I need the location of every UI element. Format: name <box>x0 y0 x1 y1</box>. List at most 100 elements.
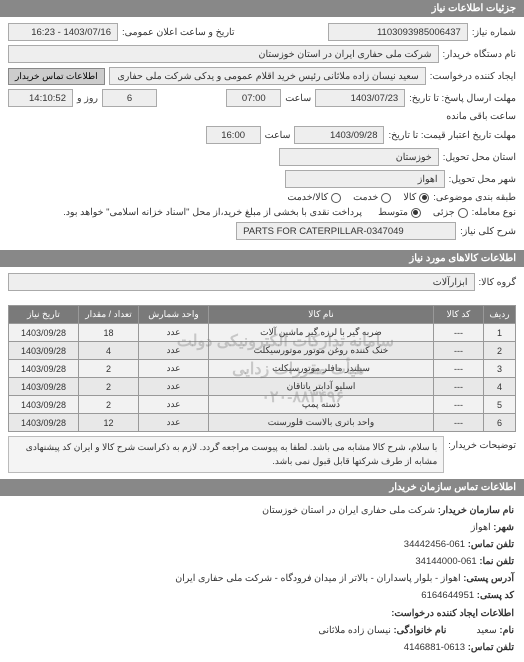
contact-info-block: نام سازمان خریدار: شرکت ملی حفاری ایران … <box>0 496 524 662</box>
days-remaining-label: روز و <box>77 93 98 104</box>
delivery-city-field: اهواز <box>285 170 445 188</box>
validity-date-field: 1403/09/28 <box>294 126 384 144</box>
tx-type-option-0[interactable]: جزئی <box>433 207 468 218</box>
postal-value: 6164644951 <box>421 590 474 601</box>
goods-section-header: اطلاعات کالاهای مورد نیاز <box>0 250 524 267</box>
fax-value: 061-34144000 <box>415 556 476 567</box>
radio-label: متوسط <box>378 207 408 218</box>
address-label: آدرس پستی: <box>463 573 514 584</box>
table-cell: 18 <box>79 324 139 342</box>
radio-icon <box>381 193 391 203</box>
need-number-label: شماره نیاز: <box>472 27 516 38</box>
postal-label: کد پستی: <box>477 590 514 601</box>
packaging-option-1[interactable]: خدمت <box>353 192 391 203</box>
table-cell: 4 <box>79 342 139 360</box>
radio-icon <box>458 208 468 218</box>
table-cell: --- <box>434 378 484 396</box>
goods-table-wrap: سامانه تدارکات الکترونیکی دولت هیأت مقرر… <box>0 305 524 432</box>
creator-header: اطلاعات ایجاد کننده درخواست: <box>391 608 514 619</box>
tx-type-radio-group: جزئی متوسط <box>378 207 468 218</box>
table-cell: 6 <box>484 414 516 432</box>
radio-label: جزئی <box>433 207 455 218</box>
table-cell: 1403/09/28 <box>9 324 79 342</box>
table-cell: 5 <box>484 396 516 414</box>
reply-deadline-date-field: 1403/07/23 <box>315 89 405 107</box>
tx-type-option-1[interactable]: متوسط <box>378 207 421 218</box>
packaging-label: طبقه بندی موضوعی: <box>433 192 516 203</box>
table-cell: عدد <box>139 324 209 342</box>
table-cell: --- <box>434 360 484 378</box>
name-value: سعید <box>476 625 496 636</box>
table-cell: 1 <box>484 324 516 342</box>
contact-section-header: اطلاعات تماس سازمان خریدار <box>0 479 524 496</box>
table-cell: 1403/09/28 <box>9 378 79 396</box>
radio-label: کالا/خدمت <box>287 192 328 203</box>
table-cell: 2 <box>484 342 516 360</box>
page-title-bar: جزئیات اطلاعات نیاز <box>0 0 524 17</box>
radio-label: خدمت <box>353 192 378 203</box>
surname-label: نام خانوادگی: <box>394 625 447 636</box>
surname-value: نیسان زاده ملاثانی <box>318 625 390 636</box>
packaging-radio-group: کالا خدمت کالا/خدمت <box>287 192 429 203</box>
city-value: اهواز <box>471 522 491 533</box>
table-row[interactable]: 2---خنک کننده روغن موتور موتورسیکلتعدد41… <box>9 342 516 360</box>
table-header-2: نام کالا <box>209 306 434 324</box>
tx-type-label: نوع معامله: <box>472 207 516 218</box>
table-cell: دسته پمپ <box>209 396 434 414</box>
table-header-0: ردیف <box>484 306 516 324</box>
org-value: شرکت ملی حفاری ایران در استان خوزستان <box>262 505 435 516</box>
table-cell: 1403/09/28 <box>9 360 79 378</box>
time-label-1: ساعت <box>285 93 311 104</box>
goods-group-label: گروه کالا: <box>479 277 516 288</box>
packaging-option-2[interactable]: کالا/خدمت <box>287 192 341 203</box>
table-cell: --- <box>434 414 484 432</box>
table-cell: ضربه گیر با لرزه گیر ماشین آلات <box>209 324 434 342</box>
delivery-city-label: شهر محل تحویل: <box>449 174 516 185</box>
fax-label: تلفن نما: <box>479 556 514 567</box>
reply-deadline-time-field: 07:00 <box>226 89 281 107</box>
table-cell: 2 <box>79 396 139 414</box>
table-cell: 1403/09/28 <box>9 396 79 414</box>
table-header-5: تاریخ نیاز <box>9 306 79 324</box>
table-cell: عدد <box>139 378 209 396</box>
table-row[interactable]: 3---سیلندر مافلر موتورسیکلتعدد21403/09/2… <box>9 360 516 378</box>
buyer-note-label: توضیحات خریدار: <box>448 436 516 451</box>
table-cell: عدد <box>139 414 209 432</box>
buyer-org-label: نام دستگاه خریدار: <box>443 49 517 60</box>
table-header-3: واحد شمارش <box>139 306 209 324</box>
table-cell: --- <box>434 396 484 414</box>
table-row[interactable]: 4---اسلیو آدابتر یاتاقانعدد21403/09/28 <box>9 378 516 396</box>
table-row[interactable]: 6---واحد باتری بالاست فلورسنتعدد121403/0… <box>9 414 516 432</box>
table-header-4: تعداد / مقدار <box>79 306 139 324</box>
page-title: جزئیات اطلاعات نیاز <box>432 3 516 14</box>
reply-deadline-label: مهلت ارسال پاسخ: تا تاریخ: <box>409 93 516 104</box>
table-cell: 12 <box>79 414 139 432</box>
contact-buyer-button[interactable]: اطلاعات تماس خریدار <box>8 68 105 85</box>
radio-icon <box>419 193 429 203</box>
phone-label: تلفن تماس: <box>468 539 514 550</box>
need-desc-label: شرح کلی نیاز: <box>460 226 516 237</box>
table-cell: 1403/09/28 <box>9 414 79 432</box>
table-cell: --- <box>434 324 484 342</box>
radio-icon <box>331 193 341 203</box>
announce-datetime-label: تاریخ و ساعت اعلان عمومی: <box>122 27 235 38</box>
table-cell: 2 <box>79 360 139 378</box>
table-row[interactable]: 5---دسته پمپعدد21403/09/28 <box>9 396 516 414</box>
table-header-1: کد کالا <box>434 306 484 324</box>
validity-time-field: 16:00 <box>206 126 261 144</box>
address-value: اهواز - بلوار پاسداران - بالاتر از میدان… <box>175 573 460 584</box>
table-row[interactable]: 1---ضربه گیر با لرزه گیر ماشین آلاتعدد18… <box>9 324 516 342</box>
need-form: شماره نیاز: 1103093985006437 تاریخ و ساع… <box>0 17 524 250</box>
radio-label: کالا <box>403 192 416 203</box>
requester-label: ایجاد کننده درخواست: <box>430 71 516 82</box>
city-label: شهر: <box>493 522 514 533</box>
buyer-note-box: با سلام، شرح کالا مشابه می باشد. لطفا به… <box>8 436 444 473</box>
need-number-field: 1103093985006437 <box>328 23 468 41</box>
table-cell: --- <box>434 342 484 360</box>
creator-phone-label: تلفن تماس: <box>468 642 514 653</box>
packaging-option-0[interactable]: کالا <box>403 192 429 203</box>
announce-datetime-field: 1403/07/16 - 16:23 <box>8 23 118 41</box>
need-desc-field: PARTS FOR CATERPILLAR-0347049 <box>236 222 456 240</box>
delivery-province-label: استان محل تحویل: <box>443 152 516 163</box>
radio-icon <box>411 208 421 218</box>
